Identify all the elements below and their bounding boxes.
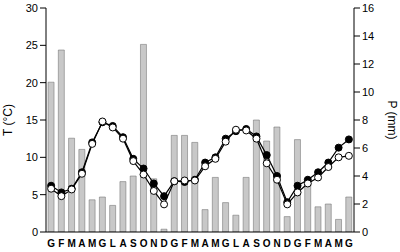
svg-text:15: 15 bbox=[26, 114, 38, 126]
svg-text:M: M bbox=[211, 238, 219, 249]
svg-text:6: 6 bbox=[362, 142, 368, 154]
svg-text:G: G bbox=[170, 238, 178, 249]
svg-text:T (°C): T (°C) bbox=[8, 104, 15, 136]
svg-text:L: L bbox=[233, 238, 239, 249]
svg-text:25: 25 bbox=[26, 39, 38, 51]
svg-text:5: 5 bbox=[32, 189, 38, 201]
svg-text:G: G bbox=[47, 238, 55, 249]
svg-text:O: O bbox=[140, 238, 148, 249]
svg-text:16: 16 bbox=[362, 2, 374, 14]
svg-text:30: 30 bbox=[26, 2, 38, 14]
svg-text:S: S bbox=[130, 238, 137, 249]
svg-text:S: S bbox=[253, 238, 260, 249]
svg-text:M: M bbox=[314, 238, 322, 249]
svg-text:A: A bbox=[119, 238, 126, 249]
svg-text:F: F bbox=[305, 238, 311, 249]
svg-text:G: G bbox=[345, 238, 353, 249]
svg-text:10: 10 bbox=[362, 86, 374, 98]
svg-text:N: N bbox=[150, 238, 157, 249]
svg-text:M: M bbox=[191, 238, 199, 249]
svg-text:A: A bbox=[243, 238, 250, 249]
svg-text:G: G bbox=[222, 238, 230, 249]
svg-text:M: M bbox=[67, 238, 75, 249]
svg-text:D: D bbox=[284, 238, 291, 249]
svg-text:A: A bbox=[202, 238, 209, 249]
svg-text:M: M bbox=[334, 238, 342, 249]
svg-text:M: M bbox=[88, 238, 96, 249]
svg-text:2: 2 bbox=[362, 198, 368, 210]
svg-text:10: 10 bbox=[26, 151, 38, 163]
svg-text:8: 8 bbox=[362, 114, 368, 126]
svg-text:L: L bbox=[110, 238, 116, 249]
svg-text:14: 14 bbox=[362, 30, 374, 42]
svg-text:G: G bbox=[99, 238, 107, 249]
svg-text:0: 0 bbox=[362, 226, 368, 238]
svg-text:20: 20 bbox=[26, 77, 38, 89]
svg-text:4: 4 bbox=[362, 170, 368, 182]
svg-text:12: 12 bbox=[362, 58, 374, 70]
svg-text:F: F bbox=[182, 238, 188, 249]
svg-text:N: N bbox=[273, 238, 280, 249]
svg-text:O: O bbox=[263, 238, 271, 249]
svg-text:P (mm): P (mm) bbox=[385, 100, 392, 139]
svg-text:D: D bbox=[160, 238, 167, 249]
svg-text:G: G bbox=[294, 238, 302, 249]
svg-text:A: A bbox=[78, 238, 85, 249]
svg-text:A: A bbox=[325, 238, 332, 249]
svg-text:0: 0 bbox=[32, 226, 38, 238]
svg-text:F: F bbox=[58, 238, 64, 249]
